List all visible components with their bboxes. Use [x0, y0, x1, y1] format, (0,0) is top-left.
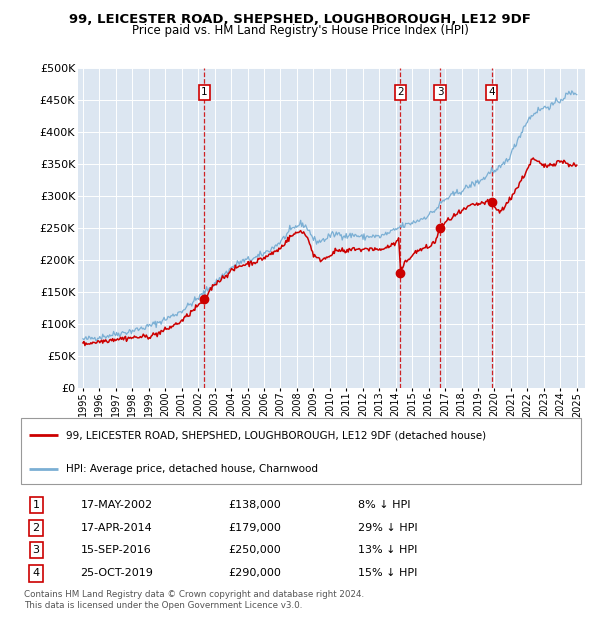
Text: 99, LEICESTER ROAD, SHEPSHED, LOUGHBOROUGH, LE12 9DF: 99, LEICESTER ROAD, SHEPSHED, LOUGHBOROU… — [69, 14, 531, 26]
Text: 3: 3 — [437, 87, 443, 97]
Text: HPI: Average price, detached house, Charnwood: HPI: Average price, detached house, Char… — [66, 464, 318, 474]
Text: £179,000: £179,000 — [228, 523, 281, 533]
Text: 1: 1 — [201, 87, 208, 97]
Text: 3: 3 — [32, 546, 40, 556]
Text: Contains HM Land Registry data © Crown copyright and database right 2024.: Contains HM Land Registry data © Crown c… — [24, 590, 364, 600]
Text: 4: 4 — [32, 569, 40, 578]
Text: 13% ↓ HPI: 13% ↓ HPI — [358, 546, 418, 556]
Text: 1: 1 — [32, 500, 40, 510]
Text: 15% ↓ HPI: 15% ↓ HPI — [358, 569, 418, 578]
Text: 99, LEICESTER ROAD, SHEPSHED, LOUGHBOROUGH, LE12 9DF (detached house): 99, LEICESTER ROAD, SHEPSHED, LOUGHBOROU… — [66, 430, 487, 440]
Text: £290,000: £290,000 — [228, 569, 281, 578]
FancyBboxPatch shape — [21, 418, 581, 484]
Text: 4: 4 — [488, 87, 495, 97]
Text: 25-OCT-2019: 25-OCT-2019 — [80, 569, 153, 578]
Text: 17-APR-2014: 17-APR-2014 — [80, 523, 152, 533]
Text: 29% ↓ HPI: 29% ↓ HPI — [358, 523, 418, 533]
Text: £250,000: £250,000 — [228, 546, 281, 556]
Text: Price paid vs. HM Land Registry's House Price Index (HPI): Price paid vs. HM Land Registry's House … — [131, 24, 469, 37]
Text: This data is licensed under the Open Government Licence v3.0.: This data is licensed under the Open Gov… — [24, 601, 302, 611]
Text: 2: 2 — [32, 523, 40, 533]
Text: 15-SEP-2016: 15-SEP-2016 — [80, 546, 151, 556]
Text: 2: 2 — [397, 87, 404, 97]
Text: 8% ↓ HPI: 8% ↓ HPI — [358, 500, 410, 510]
Text: 17-MAY-2002: 17-MAY-2002 — [80, 500, 152, 510]
Text: £138,000: £138,000 — [228, 500, 281, 510]
